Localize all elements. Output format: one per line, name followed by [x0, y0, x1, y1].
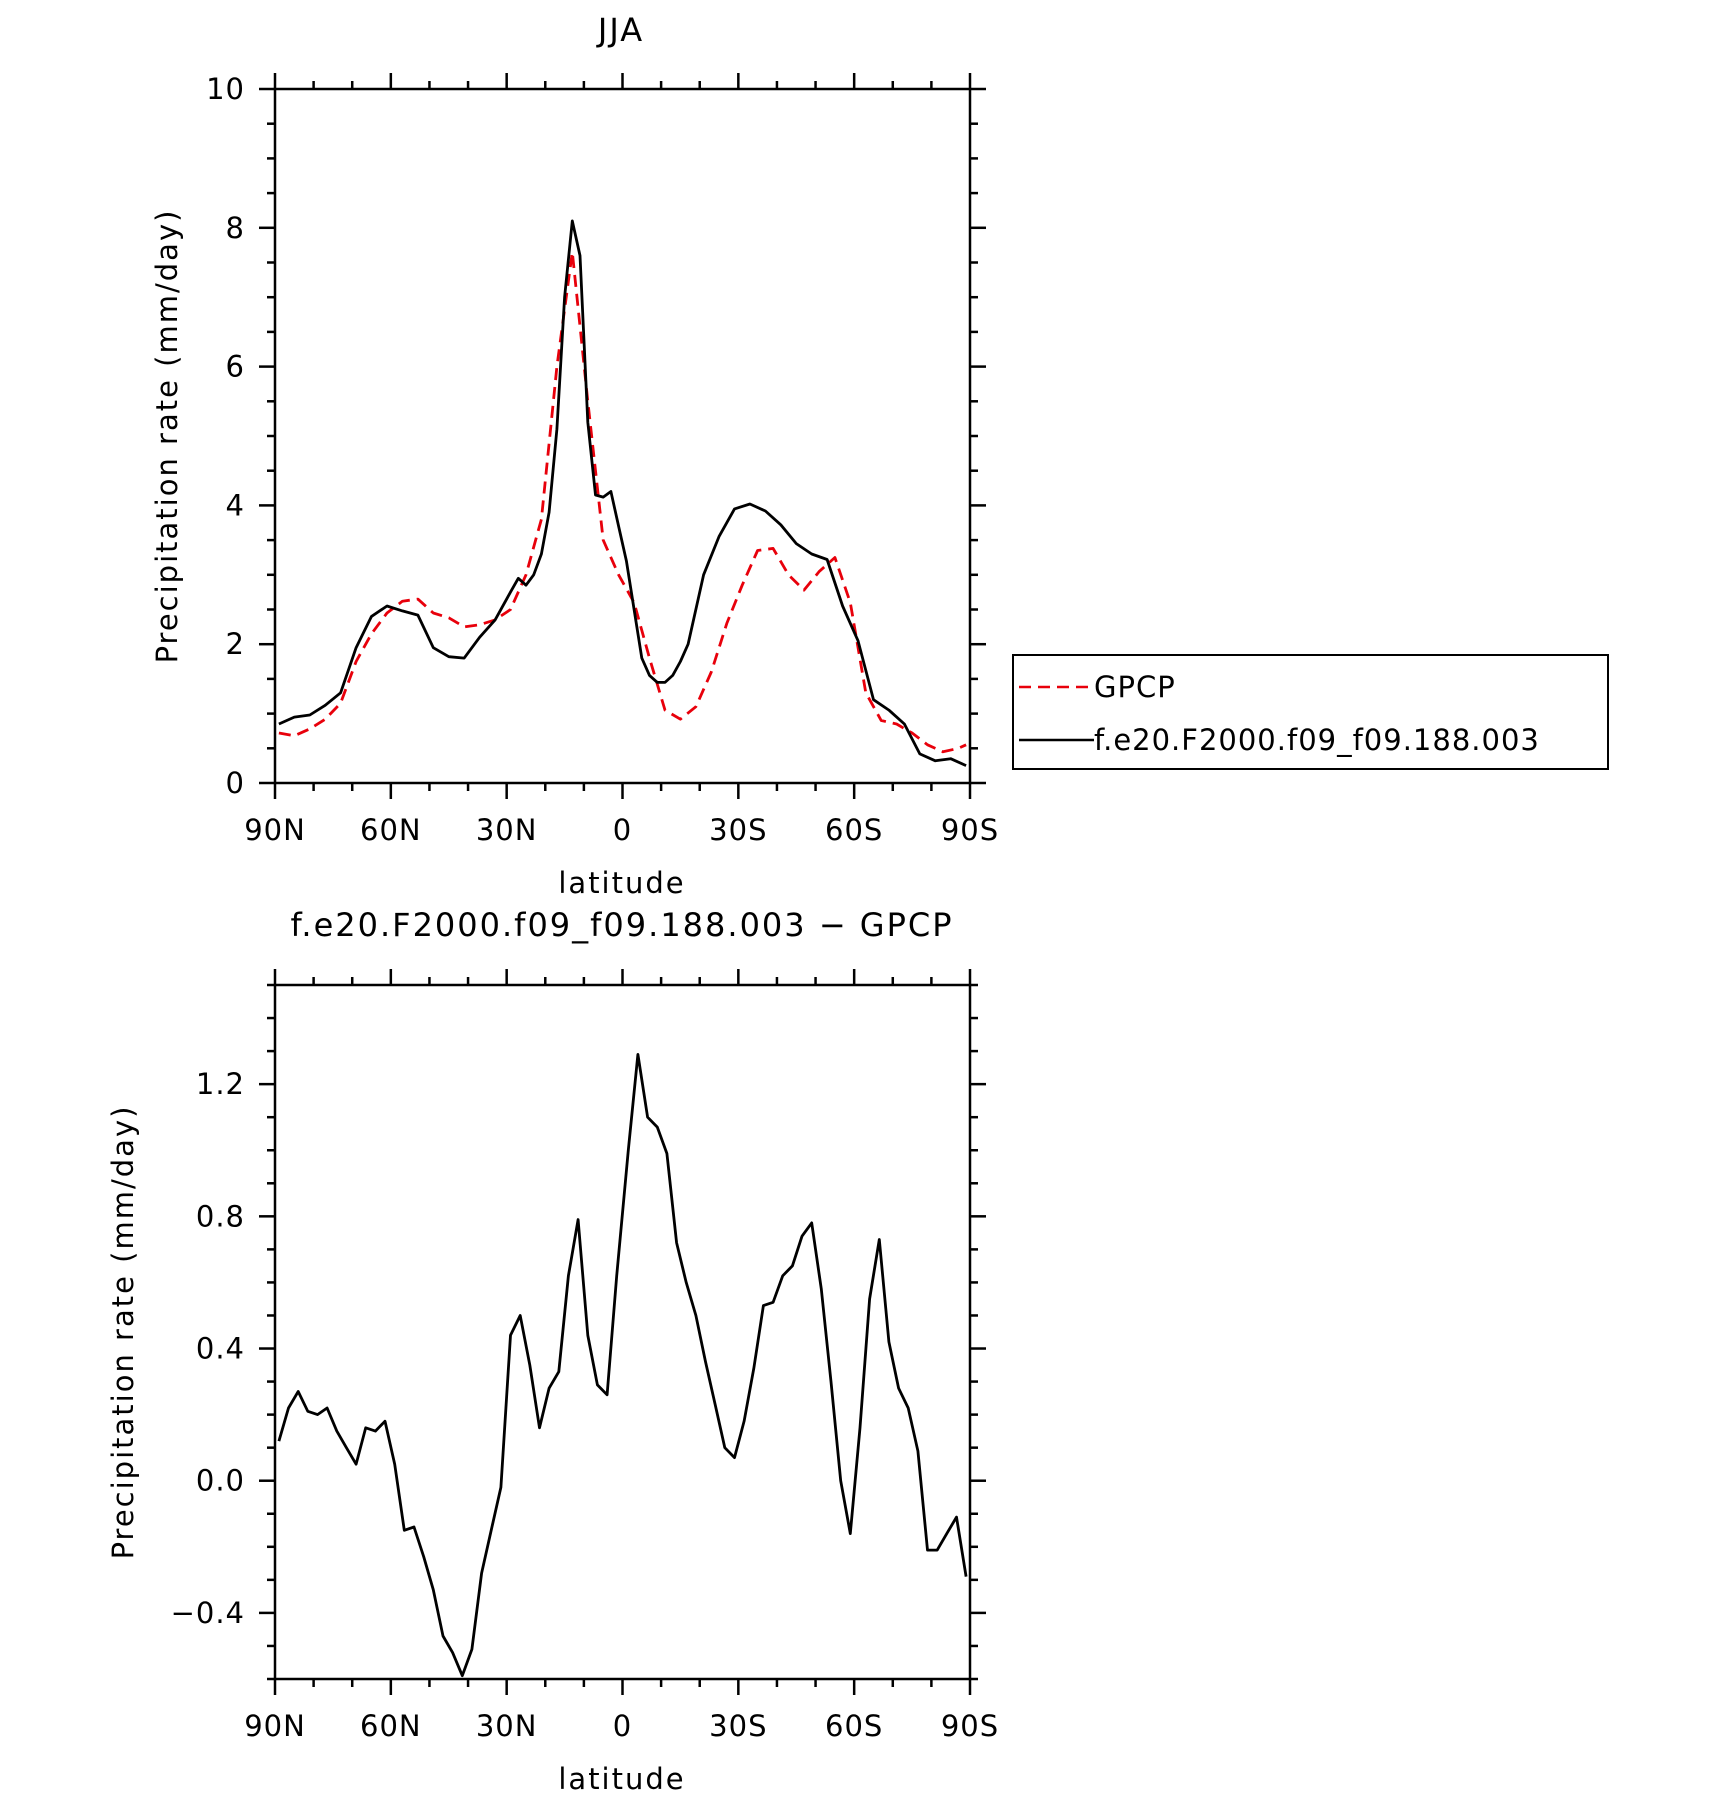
x-tick-label: 0: [613, 1709, 632, 1743]
y-tick-label: 10: [206, 72, 245, 106]
top-y-tick-labels: 0 2 4 6 8 10: [206, 72, 245, 800]
legend-box: [1012, 654, 1609, 770]
top-ticks: [259, 73, 986, 799]
x-tick-label: 60S: [825, 1709, 883, 1743]
x-tick-label: 60N: [360, 1709, 422, 1743]
y-tick-label: 0.4: [196, 1332, 245, 1366]
y-tick-label: 0.0: [196, 1464, 245, 1498]
y-tick-label: 6: [226, 350, 245, 384]
x-tick-label: 90S: [941, 1709, 999, 1743]
y-tick-label: −0.4: [171, 1596, 245, 1630]
y-tick-label: 4: [226, 488, 245, 522]
x-tick-label: 30S: [709, 813, 767, 847]
gpcp-line: [278, 250, 967, 754]
top-series: [278, 219, 967, 767]
legend-gpcp-label: GPCP: [1094, 670, 1176, 704]
legend: GPCP f.e20.F2000.f09_f09.188.003: [1012, 654, 1609, 770]
bottom-panel: f.e20.F2000.f09_f09.188.003 − GPCP 90N 60…: [106, 906, 999, 1794]
x-tick-label: 60N: [360, 813, 422, 847]
y-tick-label: 8: [226, 211, 245, 245]
x-tick-label: 30N: [476, 813, 538, 847]
top-chart-title: JJA: [596, 11, 644, 49]
top-plot-frame: [273, 87, 972, 785]
x-tick-label: 60S: [825, 813, 883, 847]
y-tick-label: 2: [226, 627, 245, 661]
y-tick-label: 0: [226, 766, 245, 800]
bottom-y-axis-label: Precipitation rate (mm/day): [106, 1105, 140, 1560]
bottom-x-axis-label: latitude: [558, 1762, 685, 1794]
bottom-series: [277, 1053, 968, 1678]
x-tick-label: 90S: [941, 813, 999, 847]
y-tick-label: 0.8: [196, 1199, 245, 1233]
legend-model-label: f.e20.F2000.f09_f09.188.003: [1094, 723, 1540, 757]
y-tick-label: 1.2: [196, 1067, 245, 1101]
top-x-axis-label: latitude: [558, 866, 685, 900]
x-tick-label: 0: [613, 813, 632, 847]
top-y-axis-label: Precipitation rate (mm/day): [150, 209, 184, 664]
bottom-ticks: [259, 969, 986, 1695]
x-tick-label: 30S: [709, 1709, 767, 1743]
top-x-tick-labels: 90N 60N 30N 0 30S 60S 90S: [244, 813, 999, 847]
top-panel: JJA 90N 60N 30N 0 30S 60S 90S 0 2 4 6 8 10 latitude…: [150, 11, 999, 900]
x-tick-label: 30N: [476, 1709, 538, 1743]
x-tick-label: 90N: [244, 1709, 306, 1743]
model-line: [277, 1053, 968, 1678]
bottom-x-tick-labels: 90N 60N 30N 0 30S 60S 90S: [244, 1709, 999, 1743]
bottom-chart-title: f.e20.F2000.f09_f09.188.003 − GPCP: [290, 906, 953, 944]
x-tick-label: 90N: [244, 813, 306, 847]
model-line: [278, 219, 967, 767]
bottom-y-tick-labels: −0.4 0.0 0.4 0.8 1.2: [171, 1067, 245, 1630]
